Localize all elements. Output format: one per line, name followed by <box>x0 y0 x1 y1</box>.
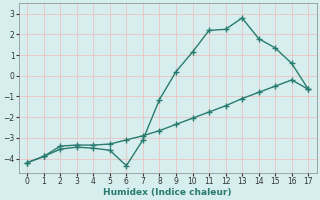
X-axis label: Humidex (Indice chaleur): Humidex (Indice chaleur) <box>103 188 232 197</box>
